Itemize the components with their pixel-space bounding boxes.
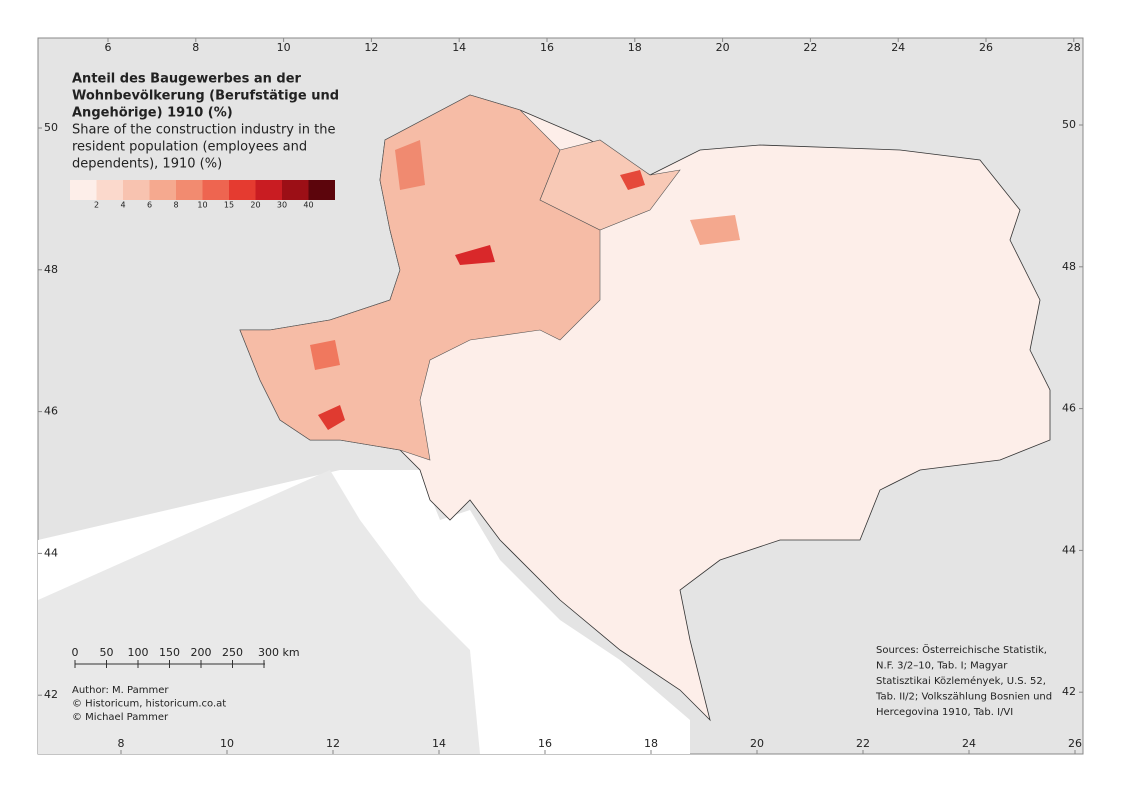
title-line: Angehörige) 1910 (%) [72, 106, 233, 121]
lat-label: 48 [1062, 260, 1076, 273]
source-line: Statisztikai Közlemények, U.S. 52, [876, 675, 1046, 687]
lon-label: 24 [962, 737, 976, 750]
scale-label: 300 km [258, 646, 300, 659]
lon-label: 10 [277, 41, 291, 54]
legend-swatch [176, 180, 203, 200]
scale-label: 0 [72, 646, 79, 659]
lon-label: 22 [856, 737, 870, 750]
legend-break: 10 [197, 201, 207, 210]
lat-label: 48 [44, 263, 58, 276]
scale-label: 250 [222, 646, 243, 659]
scale-label: 150 [159, 646, 180, 659]
lat-label: 46 [1062, 402, 1076, 415]
legend-break: 20 [250, 201, 260, 210]
lon-label: 16 [538, 737, 552, 750]
legend-swatch [308, 180, 335, 200]
hotspot [310, 340, 340, 370]
hotspot [395, 140, 425, 190]
author-line: © Michael Pammer [72, 712, 169, 723]
legend-break: 2 [94, 201, 99, 210]
hotspot [455, 245, 495, 265]
author-line: © Historicum, historicum.co.at [72, 699, 226, 710]
lon-label: 20 [716, 41, 730, 54]
lat-label: 44 [44, 546, 58, 559]
legend-swatch [70, 180, 97, 200]
hotspot [620, 170, 645, 190]
lat-label: 46 [44, 405, 58, 418]
legend-swatch [149, 180, 176, 200]
lon-label: 18 [628, 41, 642, 54]
legend-swatch [282, 180, 309, 200]
title-line: Wohnbevölkerung (Berufstätige und [72, 89, 339, 104]
moravia [539, 139, 681, 231]
lon-label: 6 [105, 41, 112, 54]
lat-label: 50 [44, 121, 58, 134]
scale-label: 100 [128, 646, 149, 659]
lon-label: 26 [979, 41, 993, 54]
source-line: Sources: Österreichische Statistik, [876, 643, 1047, 656]
lon-label: 10 [220, 737, 234, 750]
lon-label: 26 [1068, 737, 1082, 750]
legend-break: 6 [147, 201, 152, 210]
legend-break: 8 [173, 201, 178, 210]
lon-label: 28 [1067, 41, 1081, 54]
scale-label: 50 [100, 646, 114, 659]
subtitle-line: resident population (employees and [72, 140, 307, 155]
lat-label: 50 [1062, 118, 1076, 131]
hotspot [318, 405, 345, 430]
legend-break: 15 [224, 201, 234, 210]
legend-swatch [202, 180, 229, 200]
title-line: Anteil des Baugewerbes an der [72, 72, 302, 87]
subtitle-line: Share of the construction industry in th… [72, 123, 335, 138]
scale-label: 200 [191, 646, 212, 659]
hotspot [690, 215, 740, 245]
lon-label: 14 [432, 737, 446, 750]
lon-label: 12 [364, 41, 378, 54]
lon-label: 8 [118, 737, 125, 750]
scale-bar: 0 50 100 150 200 250 300 km [72, 646, 300, 668]
legend-break: 30 [277, 201, 287, 210]
author-line: Author: M. Pammer [72, 685, 169, 696]
lon-label: 16 [540, 41, 554, 54]
legend-break: 40 [303, 201, 313, 210]
legend-swatch [96, 180, 123, 200]
legend-swatch [229, 180, 256, 200]
lon-label: 8 [192, 41, 199, 54]
lon-label: 12 [326, 737, 340, 750]
legend-swatch [255, 180, 282, 200]
lon-label: 20 [750, 737, 764, 750]
source-line: N.F. 3/2–10, Tab. I; Magyar [876, 661, 1008, 672]
legend-swatch [123, 180, 150, 200]
lon-label: 24 [891, 41, 905, 54]
lat-label: 42 [44, 688, 58, 701]
lat-label: 44 [1062, 543, 1076, 556]
subtitle-line: dependents), 1910 (%) [72, 157, 222, 172]
lat-label: 42 [1062, 685, 1076, 698]
legend-break: 4 [120, 201, 125, 210]
italy [38, 470, 480, 754]
lon-label: 22 [803, 41, 817, 54]
lon-label: 14 [452, 41, 466, 54]
source-line: Hercegovina 1910, Tab. I/VI [876, 707, 1013, 718]
source-line: Tab. II/2; Volkszählung Bosnien und [875, 692, 1052, 703]
lon-label: 18 [644, 737, 658, 750]
